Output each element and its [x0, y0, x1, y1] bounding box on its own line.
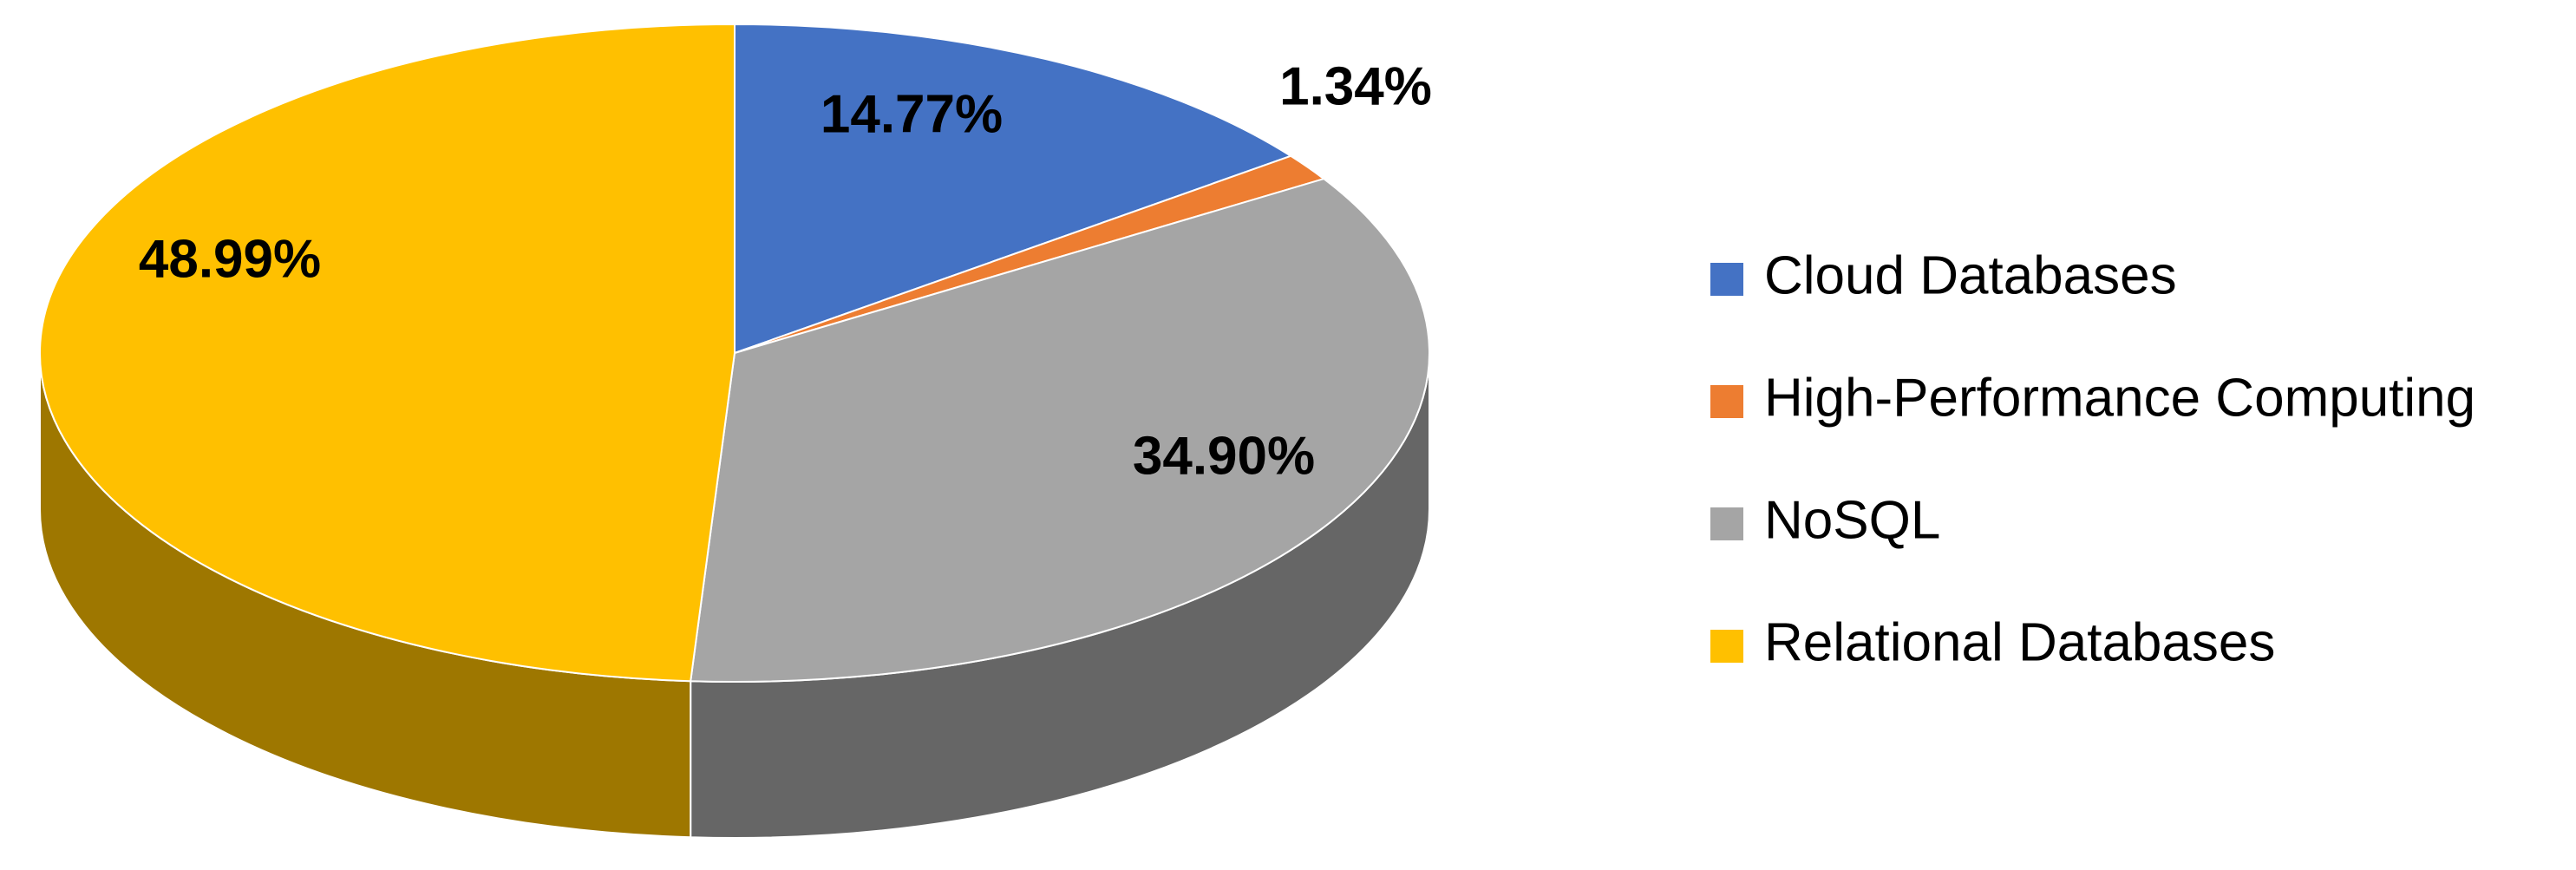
- legend-label: Cloud Databases: [1764, 245, 2177, 305]
- pie-slice: [734, 23, 1293, 355]
- legend-swatch: [1710, 507, 1743, 540]
- pie-slice: [690, 178, 1430, 683]
- value-labels: 14.77% 1.34% 34.90% 48.99%: [139, 56, 1432, 486]
- legend-label: NoSQL: [1764, 490, 1940, 550]
- legend-swatch: [1710, 385, 1743, 418]
- legend-label: Relational Databases: [1764, 612, 2275, 672]
- value-label: 1.34%: [1279, 56, 1432, 116]
- value-label: 48.99%: [139, 229, 321, 289]
- legend-swatch: [1710, 630, 1743, 663]
- value-label: 34.90%: [1133, 426, 1315, 486]
- pie-tops: [39, 23, 1430, 683]
- legend-swatch: [1710, 263, 1743, 296]
- legend-label: High-Performance Computing: [1764, 368, 2475, 428]
- value-label: 14.77%: [821, 84, 1003, 144]
- legend: Cloud Databases High-Performance Computin…: [1710, 245, 2475, 672]
- pie-slice: [39, 23, 736, 683]
